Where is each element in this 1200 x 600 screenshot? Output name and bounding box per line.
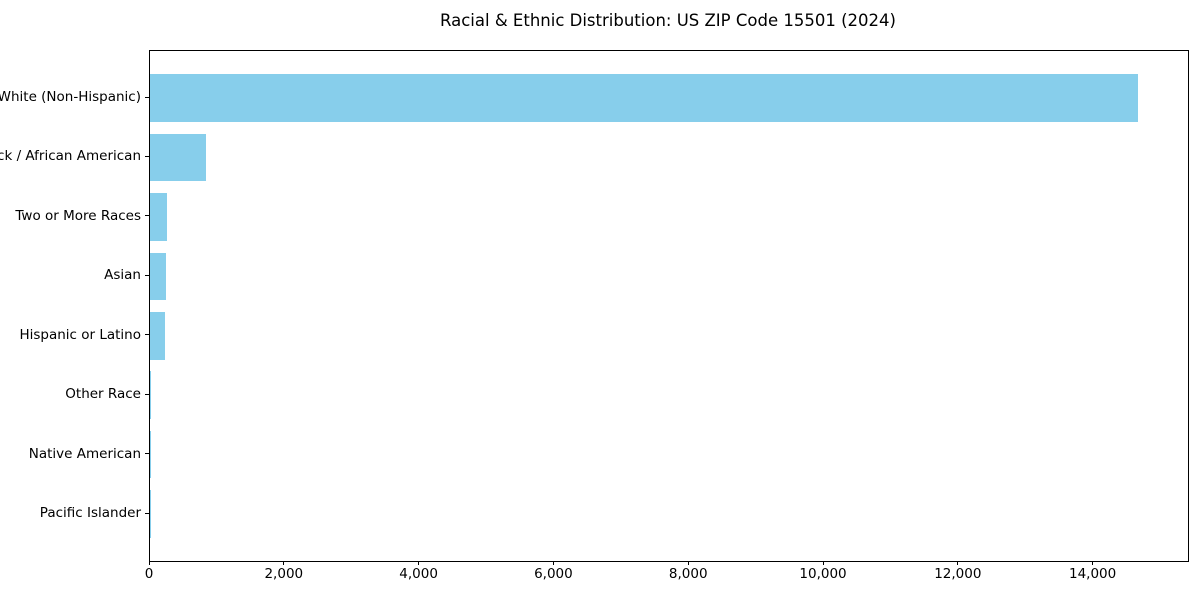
y-tick-mark <box>145 512 149 514</box>
bar-hispanic-or-latino <box>150 312 166 360</box>
x-tick-mark <box>957 561 959 565</box>
y-tick-mark <box>145 274 149 276</box>
bar-black-african-american <box>150 133 206 182</box>
y-tick-mark <box>145 393 149 395</box>
y-tick-label: Pacific Islander <box>39 505 141 522</box>
x-tick-mark <box>552 561 554 565</box>
bar-white-non-hispanic <box>150 74 1139 122</box>
y-tick-label: Other Race <box>65 386 141 403</box>
y-tick-mark <box>145 215 149 217</box>
x-tick-label: 0 <box>144 566 154 582</box>
bar-asian <box>150 252 167 301</box>
x-tick-mark <box>1092 561 1094 565</box>
x-tick-label: 6,000 <box>534 566 573 582</box>
x-tick-mark <box>687 561 689 565</box>
x-tick-mark <box>418 561 420 565</box>
plot-area <box>149 50 1189 562</box>
x-tick-label: 10,000 <box>799 566 847 582</box>
y-tick-mark <box>145 334 149 336</box>
x-tick-mark <box>283 561 285 565</box>
y-tick-mark <box>145 453 149 455</box>
bar-two-or-more-races <box>150 193 168 241</box>
y-tick-mark <box>145 155 149 157</box>
y-tick-label: Black / African American <box>0 148 141 165</box>
x-tick-mark <box>822 561 824 565</box>
y-tick-label: Two or More Races <box>15 207 141 224</box>
chart-title: Racial & Ethnic Distribution: US ZIP Cod… <box>440 11 896 30</box>
x-tick-label: 8,000 <box>668 566 708 582</box>
bar-other-race <box>150 371 152 419</box>
x-tick-label: 2,000 <box>264 566 304 582</box>
y-tick-mark <box>145 96 149 98</box>
x-tick-label: 12,000 <box>934 566 982 582</box>
x-tick-mark <box>148 561 150 565</box>
x-tick-label: 14,000 <box>1069 566 1117 582</box>
y-tick-label: White (Non-Hispanic) <box>0 89 141 105</box>
y-tick-label: Hispanic or Latino <box>19 326 141 343</box>
y-tick-label: Native American <box>28 445 141 462</box>
x-tick-label: 4,000 <box>399 566 438 582</box>
y-tick-label: Asian <box>104 267 141 284</box>
